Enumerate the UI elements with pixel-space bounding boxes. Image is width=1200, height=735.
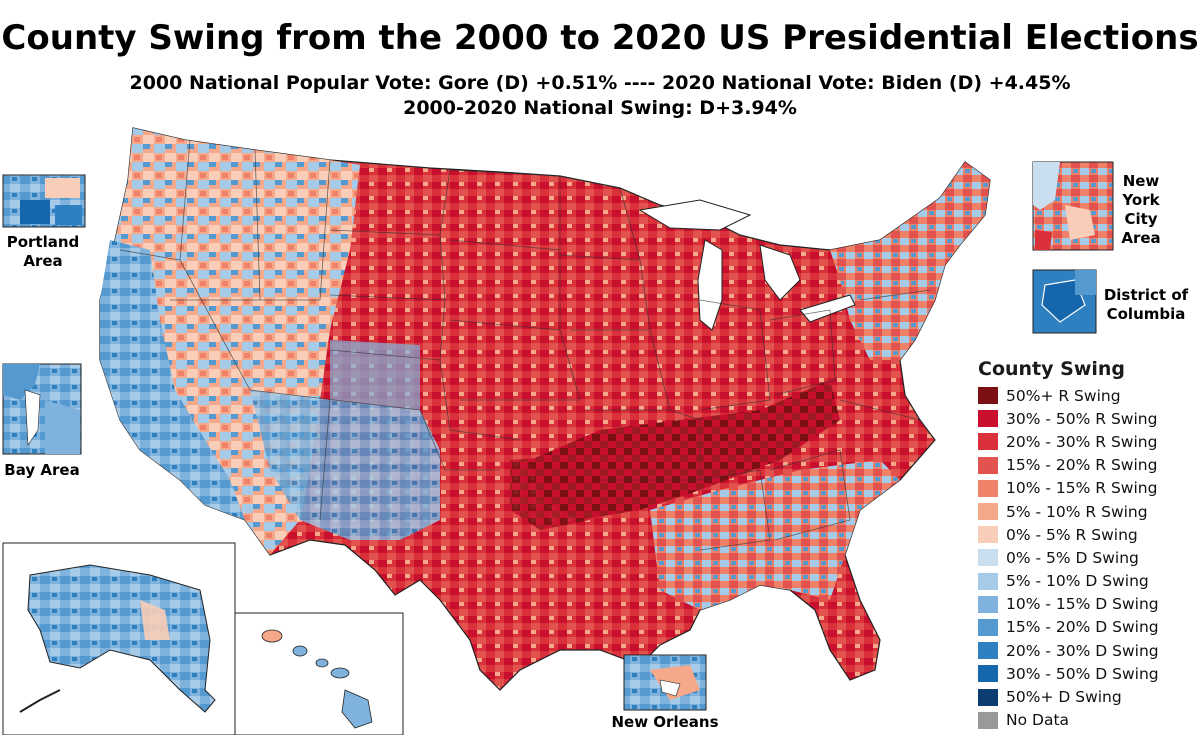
legend-swatch xyxy=(978,433,998,451)
legend-swatch xyxy=(978,456,998,474)
northeast-mixed xyxy=(830,162,990,360)
legend-label: 0% - 5% R Swing xyxy=(1006,525,1138,544)
legend-swatch xyxy=(978,479,998,497)
new-york-inset xyxy=(1032,161,1114,251)
legend-swatch xyxy=(978,410,998,428)
new-york-label: New York City Area xyxy=(1121,172,1161,247)
legend-swatch xyxy=(978,711,998,729)
bay-area-inset xyxy=(2,363,82,455)
legend-label: 50%+ R Swing xyxy=(1006,386,1121,405)
lake-superior xyxy=(638,199,752,231)
legend-swatch xyxy=(978,688,998,706)
legend-label: 15% - 20% R Swing xyxy=(1006,456,1158,475)
legend-swatch xyxy=(978,387,998,405)
southwest-blue xyxy=(250,390,440,540)
legend-swatch xyxy=(978,642,998,660)
lake-michigan xyxy=(697,239,723,331)
legend-item: 50%+ D Swing xyxy=(978,685,1200,708)
subtitle-popular-vote: 2000 National Popular Vote: Gore (D) +0.… xyxy=(129,72,1071,94)
subtitle-national-swing: 2000-2020 National Swing: D+3.94% xyxy=(403,97,797,119)
legend-title: County Swing xyxy=(978,358,1126,380)
legend: County Swing 50%+ R Swing 30% - 50% R Swi… xyxy=(978,358,1200,732)
legend-label: 10% - 15% D Swing xyxy=(1006,595,1159,614)
legend-label: 10% - 15% R Swing xyxy=(1006,479,1158,498)
dc-label: District of Columbia xyxy=(1103,286,1189,323)
legend-label: 5% - 10% R Swing xyxy=(1006,502,1148,521)
legend-item: 15% - 20% D Swing xyxy=(978,616,1200,639)
legend-swatch xyxy=(978,549,998,567)
legend-label: 0% - 5% D Swing xyxy=(1006,548,1139,567)
legend-swatch xyxy=(978,665,998,683)
legend-item: 5% - 10% R Swing xyxy=(978,500,1200,523)
hawaii-inset xyxy=(234,612,404,735)
legend-item: 5% - 10% D Swing xyxy=(978,570,1200,593)
dc-inset xyxy=(1032,269,1097,334)
bay-area-label: Bay Area xyxy=(4,461,80,479)
central-dark-band xyxy=(530,380,840,520)
legend-label: No Data xyxy=(1006,711,1070,730)
legend-items: 50%+ R Swing 30% - 50% R Swing 20% - 30% R… xyxy=(978,384,1200,732)
legend-swatch xyxy=(978,572,998,590)
portland-label: Portland Area xyxy=(6,233,80,270)
legend-swatch xyxy=(978,618,998,636)
legend-item: 20% - 30% R Swing xyxy=(978,430,1200,453)
legend-item: 10% - 15% D Swing xyxy=(978,593,1200,616)
southeast-mixed xyxy=(650,460,900,610)
legend-swatch xyxy=(978,503,998,521)
legend-label: 15% - 20% D Swing xyxy=(1006,618,1159,637)
legend-item: 0% - 5% R Swing xyxy=(978,523,1200,546)
legend-item: No Data xyxy=(978,709,1200,732)
contiguous-us xyxy=(99,127,991,691)
legend-item: 20% - 30% D Swing xyxy=(978,639,1200,662)
legend-label: 30% - 50% R Swing xyxy=(1006,409,1158,428)
state-borders xyxy=(119,139,931,551)
legend-label: 5% - 10% D Swing xyxy=(1006,572,1149,591)
pacific-coast xyxy=(100,240,245,520)
alaska-inset xyxy=(2,542,236,735)
new-orleans-label: New Orleans xyxy=(611,713,719,731)
legend-item: 0% - 5% D Swing xyxy=(978,546,1200,569)
oklahoma-dark xyxy=(510,455,590,530)
legend-item: 15% - 20% R Swing xyxy=(978,454,1200,477)
legend-label: 20% - 30% R Swing xyxy=(1006,432,1158,451)
portland-inset xyxy=(2,174,86,228)
lake-erie xyxy=(799,294,856,323)
legend-label: 50%+ D Swing xyxy=(1006,688,1122,707)
legend-item: 50%+ R Swing xyxy=(978,384,1200,407)
legend-item: 10% - 15% R Swing xyxy=(978,477,1200,500)
legend-swatch xyxy=(978,526,998,544)
legend-item: 30% - 50% R Swing xyxy=(978,407,1200,430)
lake-huron xyxy=(759,244,801,301)
legend-swatch xyxy=(978,595,998,613)
new-orleans-inset xyxy=(623,654,707,711)
map-title: County Swing from the 2000 to 2020 US Pr… xyxy=(1,18,1199,58)
legend-label: 20% - 30% D Swing xyxy=(1006,641,1159,660)
legend-item: 30% - 50% D Swing xyxy=(978,662,1200,685)
colorado-blue xyxy=(330,340,420,410)
legend-label: 30% - 50% D Swing xyxy=(1006,664,1159,683)
